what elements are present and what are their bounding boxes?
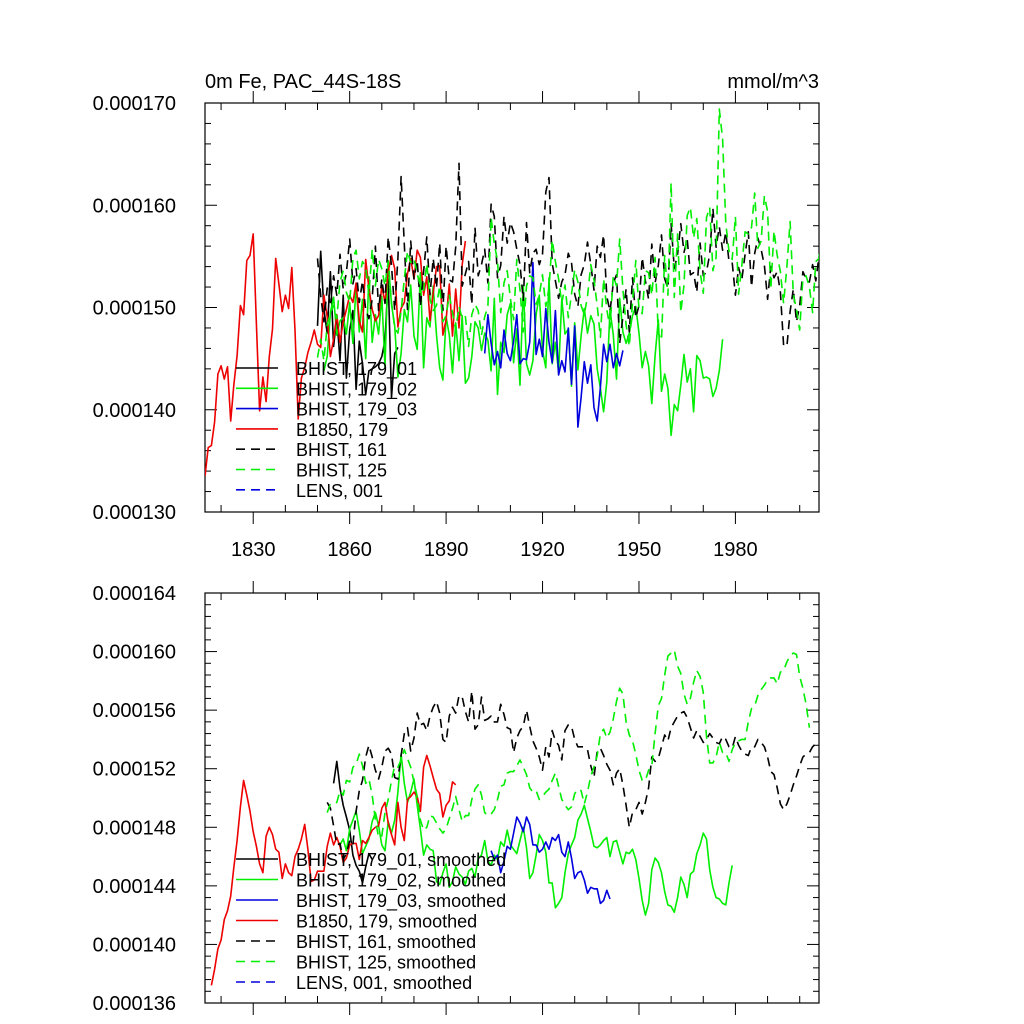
legend-label: BHIST, 179_03 bbox=[296, 400, 417, 421]
y-tick-label: 0.000140 bbox=[93, 934, 176, 956]
x-tick-label: 1980 bbox=[713, 539, 758, 561]
series-line-bhist-179-03-smoothed bbox=[490, 816, 611, 905]
y-tick-label: 0.000160 bbox=[93, 195, 176, 217]
y-tick-label: 0.000144 bbox=[93, 876, 176, 898]
legend-label: LENS, 001 bbox=[296, 481, 383, 501]
legend-label: B1850, 179 bbox=[296, 420, 388, 440]
y-tick-label: 0.000156 bbox=[93, 700, 176, 722]
x-tick-label: 1830 bbox=[231, 539, 276, 561]
y-tick-label: 0.000152 bbox=[93, 759, 176, 781]
chart-title-left: 0m Fe, PAC_44S-18S bbox=[205, 71, 401, 93]
plot-frame bbox=[204, 592, 820, 1004]
bottom-panel: 0.000136 0.000140 0.000144 0.000148 0.000152… bbox=[93, 581, 820, 1015]
y-tick-label: 0.000136 bbox=[93, 993, 176, 1015]
top-panel: 0m Fe, PAC_44S-18S mmol/m^3 1830 1860 1890… bbox=[93, 71, 820, 561]
legend-label: LENS, 001, smoothed bbox=[296, 973, 472, 993]
legend-label: BHIST, 161 bbox=[296, 440, 387, 460]
series-line-bhist-161 bbox=[316, 162, 819, 348]
y-tick-label: 0.000164 bbox=[93, 583, 176, 605]
series-group bbox=[210, 649, 819, 986]
series-line-bhist-161-smoothed bbox=[326, 690, 819, 861]
series-line-bhist-179-02-smoothed bbox=[339, 753, 733, 916]
series-line-bhist-125 bbox=[316, 108, 819, 362]
series-line-b1850-179 bbox=[205, 233, 467, 477]
series-group bbox=[205, 108, 819, 477]
x-tick-label: 1890 bbox=[424, 539, 469, 561]
legend-label: B1850, 179, smoothed bbox=[296, 912, 477, 932]
y-tick-label: 0.000160 bbox=[93, 642, 176, 664]
series-line-bhist-179-03 bbox=[483, 261, 624, 428]
y-tick-label: 0.000140 bbox=[93, 400, 176, 422]
legend-label: BHIST, 179_02, smoothed bbox=[296, 871, 506, 892]
x-tick-label: 1860 bbox=[327, 539, 372, 561]
legend-label: BHIST, 179_02 bbox=[296, 379, 417, 400]
legend-label: BHIST, 161, smoothed bbox=[296, 932, 476, 952]
series-line-bhist-179-01-smoothed bbox=[332, 760, 373, 884]
legend-label: BHIST, 125, smoothed bbox=[296, 953, 476, 973]
x-tick-label: 1950 bbox=[617, 539, 662, 561]
legend-label: BHIST, 179_01 bbox=[296, 359, 417, 380]
y-tick-label: 0.000148 bbox=[93, 817, 176, 839]
x-tick-label: 1920 bbox=[520, 539, 565, 561]
series-line-bhist-125-smoothed bbox=[326, 649, 811, 839]
y-tick-label: 0.000170 bbox=[93, 93, 176, 115]
y-tick-label: 0.000130 bbox=[93, 502, 176, 524]
chart-units: mmol/m^3 bbox=[727, 71, 819, 93]
series-line-b1850-179-smoothed bbox=[210, 754, 457, 986]
legend-label: BHIST, 179_01, smoothed bbox=[296, 850, 506, 871]
y-tick-label: 0.000150 bbox=[93, 298, 176, 320]
legend-label: BHIST, 125 bbox=[296, 461, 387, 481]
legend-label: BHIST, 179_03, smoothed bbox=[296, 891, 506, 912]
